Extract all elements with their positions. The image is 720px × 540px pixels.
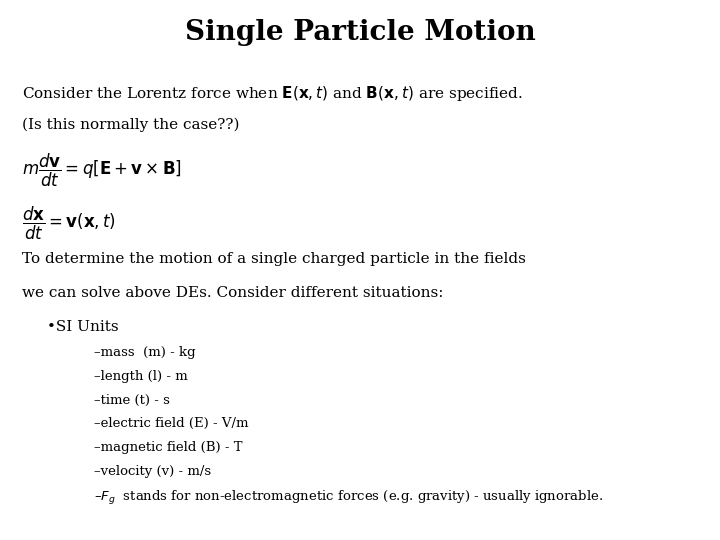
Text: –velocity (v) - m/s: –velocity (v) - m/s [94, 465, 211, 478]
Text: Single Particle Motion: Single Particle Motion [184, 19, 536, 46]
Text: $m\dfrac{d\mathbf{v}}{dt} = q\left[\mathbf{E} + \mathbf{v}\times\mathbf{B}\right: $m\dfrac{d\mathbf{v}}{dt} = q\left[\math… [22, 152, 181, 189]
Text: $\dfrac{d\mathbf{x}}{dt} = \mathbf{v}(\mathbf{x},t)$: $\dfrac{d\mathbf{x}}{dt} = \mathbf{v}(\m… [22, 205, 115, 242]
Text: Consider the Lorentz force when $\mathbf{E}(\mathbf{x},t)$ and $\mathbf{B}(\math: Consider the Lorentz force when $\mathbf… [22, 84, 523, 103]
Text: –$F_g$  stands for non-electromagnetic forces (e.g. gravity) - usually ignorable: –$F_g$ stands for non-electromagnetic fo… [94, 489, 603, 507]
Text: To determine the motion of a single charged particle in the fields: To determine the motion of a single char… [22, 252, 526, 266]
Text: •SI Units: •SI Units [47, 320, 118, 334]
Text: –mass  (m) - kg: –mass (m) - kg [94, 346, 195, 359]
Text: –magnetic field (B) - T: –magnetic field (B) - T [94, 441, 242, 454]
Text: –electric field (E) - V/m: –electric field (E) - V/m [94, 417, 248, 430]
Text: (Is this normally the case??): (Is this normally the case??) [22, 118, 239, 132]
Text: –time (t) - s: –time (t) - s [94, 394, 169, 407]
Text: we can solve above DEs. Consider different situations:: we can solve above DEs. Consider differe… [22, 286, 443, 300]
Text: –length (l) - m: –length (l) - m [94, 370, 187, 383]
